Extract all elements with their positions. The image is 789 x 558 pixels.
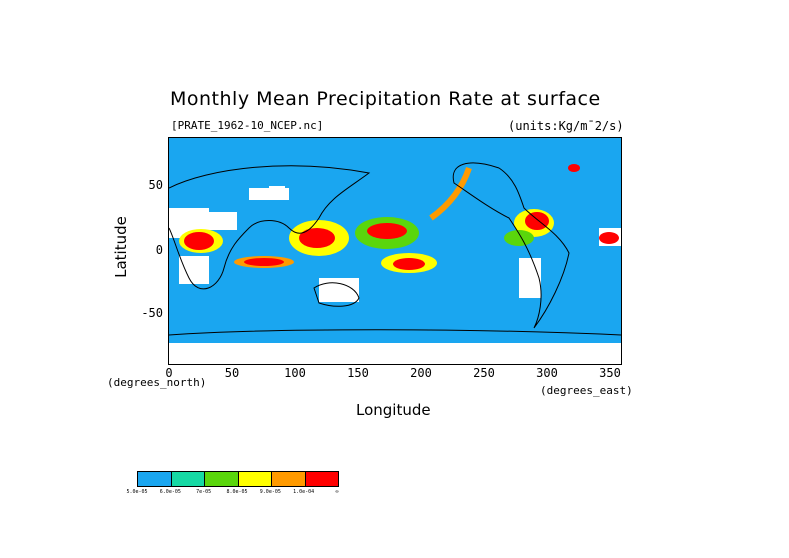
x-tick-0: 0 [165, 366, 173, 380]
legend-label-4: 8.0e-05 [226, 489, 248, 495]
legend-swatch-6 [305, 472, 338, 486]
y-axis-label: Latitude [111, 216, 130, 278]
precip-atlantic-itcz [599, 232, 619, 244]
coast-australia [313, 282, 360, 307]
x-tick-150: 150 [347, 366, 369, 380]
x-tick-300: 300 [536, 366, 558, 380]
no-data-australia [319, 278, 359, 302]
no-data-antarctica [169, 343, 621, 364]
x-tick-50: 50 [224, 366, 240, 380]
x-tick-100: 100 [284, 366, 306, 380]
precip-panama [504, 230, 534, 246]
no-data-south-america [519, 258, 541, 298]
precip-caribbean-red [525, 212, 549, 230]
x-tick-350: 350 [599, 366, 621, 380]
precip-indian-red [244, 258, 284, 266]
legend-swatch-1 [138, 472, 172, 486]
map-canvas [169, 138, 621, 364]
legend-label-1: 5.0e-05 [126, 489, 148, 495]
precip-pacific-south-red [393, 258, 425, 270]
precip-africa-red [184, 232, 214, 250]
coastlines [169, 162, 621, 336]
x-axis-label: Longitude [356, 401, 431, 419]
precip-n-atlantic [568, 164, 580, 172]
legend-swatch-4 [238, 472, 272, 486]
precipitation-map [168, 137, 622, 365]
units-label: (units:Kg/m¯2/s) [508, 119, 624, 133]
no-data-arabia [209, 212, 237, 230]
legend-label-3: 7e-05 [196, 489, 212, 495]
source-file-label: [PRATE_1962-10_NCEP.nc] [171, 119, 324, 132]
y-tick-50: 50 [148, 178, 163, 192]
coast-eurasia-africa [169, 165, 371, 290]
legend-label-2: 6.0e-05 [159, 489, 181, 495]
coast-antarctica [169, 329, 621, 336]
no-data-regions [169, 186, 621, 364]
color-legend [137, 471, 339, 487]
precip-n-pacific-band [429, 167, 472, 221]
legend-swatch-3 [205, 472, 239, 486]
y-axis-unit-note: (degrees_north) [107, 376, 207, 389]
legend-label-7: ∞ [335, 489, 339, 495]
precip-maritime-red [299, 228, 335, 248]
no-data-asia-2 [269, 186, 285, 194]
map-title: Monthly Mean Precipitation Rate at surfa… [170, 88, 601, 110]
y-tick-0: 0 [155, 243, 163, 257]
ocean-background [169, 138, 621, 364]
x-tick-200: 200 [410, 366, 432, 380]
coast-americas [452, 162, 570, 329]
no-data-africa-south [179, 256, 209, 284]
legend-label-5: 9.0e-05 [259, 489, 281, 495]
legend-labels: 5.0e-05 6.0e-05 7e-05 8.0e-05 9.0e-05 1.0e-04… [118, 489, 358, 497]
legend-swatch-2 [171, 472, 205, 486]
legend-swatch-5 [272, 472, 306, 486]
y-tick-minus-50: -50 [141, 306, 163, 320]
precip-pacific-red [367, 223, 407, 239]
x-axis-unit-note: (degrees_east) [540, 384, 633, 397]
x-tick-250: 250 [473, 366, 495, 380]
precip-patterns [179, 164, 619, 273]
legend-label-6: 1.0e-04 [293, 489, 315, 495]
